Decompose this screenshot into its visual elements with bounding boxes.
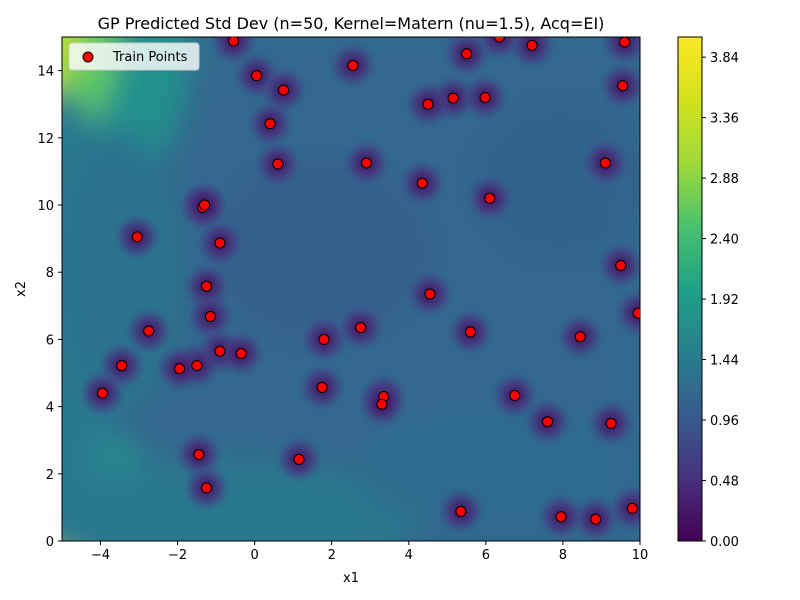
- train-point: [117, 361, 127, 371]
- colorbar-tick-label: 1.44: [710, 354, 739, 369]
- colorbar-tick-label: 0.96: [710, 414, 739, 429]
- y-axis-label: x2: [14, 281, 29, 297]
- x-axis-ticks: −4 −2 0 2 4 6 8 10: [91, 541, 648, 563]
- train-point: [215, 238, 225, 248]
- train-point: [202, 483, 212, 493]
- x-tick-label: 6: [482, 548, 490, 563]
- train-point: [228, 36, 238, 46]
- train-point: [425, 289, 435, 299]
- train-point: [485, 193, 495, 203]
- x-tick-label: 4: [405, 548, 413, 563]
- colorbar-tick-label: 2.40: [710, 233, 739, 248]
- x-tick-label: −4: [91, 548, 110, 563]
- train-point: [480, 92, 490, 102]
- legend: Train Points: [69, 43, 199, 70]
- y-tick-label: 10: [37, 199, 54, 214]
- train-point: [616, 260, 626, 270]
- train-point: [591, 514, 601, 524]
- train-point: [192, 361, 202, 371]
- y-tick-label: 0: [46, 535, 54, 550]
- train-point: [361, 158, 371, 168]
- train-point: [448, 93, 458, 103]
- colorbar-tick-label: 3.36: [710, 112, 739, 127]
- train-point: [144, 326, 154, 336]
- colorbar-ticks: 0.00 0.48 0.96 1.44 1.92 2.40 2.88 3.36 3.84: [702, 51, 739, 550]
- train-point: [627, 503, 637, 513]
- train-point: [97, 388, 107, 398]
- colorbar-tick-label: 0.48: [710, 475, 739, 490]
- colorbar: 0.00 0.48 0.96 1.44 1.92 2.40 2.88 3.36 3.84: [678, 37, 739, 550]
- train-point: [462, 49, 472, 59]
- train-point: [294, 454, 304, 464]
- colorbar-tick-label: 1.92: [710, 293, 739, 308]
- train-point: [456, 506, 466, 516]
- x-tick-label: −2: [168, 548, 187, 563]
- y-tick-label: 6: [46, 333, 54, 348]
- train-point: [205, 312, 215, 322]
- train-point: [279, 85, 289, 95]
- train-point: [423, 99, 433, 109]
- x-tick-label: 2: [328, 548, 336, 563]
- chart-title: GP Predicted Std Dev (n=50, Kernel=Mater…: [98, 14, 605, 33]
- train-point: [417, 178, 427, 188]
- train-point: [319, 334, 329, 344]
- colorbar-gradient: [678, 37, 702, 541]
- y-tick-label: 14: [37, 65, 54, 80]
- train-point: [377, 399, 387, 409]
- x-axis-label: x1: [343, 571, 359, 586]
- train-point: [200, 200, 210, 210]
- x-tick-label: 0: [251, 548, 259, 563]
- train-point: [633, 308, 643, 318]
- y-tick-label: 4: [46, 401, 54, 416]
- train-point: [356, 323, 366, 333]
- train-point: [348, 61, 358, 71]
- train-point: [132, 232, 142, 242]
- train-point: [618, 81, 628, 91]
- x-tick-label: 8: [559, 548, 567, 563]
- train-point: [194, 450, 204, 460]
- train-point: [527, 40, 537, 50]
- y-tick-label: 8: [46, 266, 54, 281]
- train-point: [265, 119, 275, 129]
- train-point: [556, 512, 566, 522]
- train-point: [202, 281, 212, 291]
- x-tick-label: 10: [632, 548, 649, 563]
- train-point: [273, 159, 283, 169]
- train-point: [543, 417, 553, 427]
- train-point: [575, 332, 585, 342]
- heatmap: [0, 0, 662, 600]
- train-point: [494, 32, 504, 42]
- train-point: [317, 382, 327, 392]
- colorbar-tick-label: 2.88: [710, 172, 739, 187]
- y-axis-ticks: 0 2 4 6 8 10 12 14: [37, 65, 62, 550]
- y-tick-label: 2: [46, 468, 54, 483]
- train-point: [215, 346, 225, 356]
- train-point: [252, 71, 262, 81]
- train-point: [600, 158, 610, 168]
- y-tick-label: 12: [37, 132, 54, 147]
- train-point: [606, 418, 616, 428]
- colorbar-tick-label: 3.84: [710, 51, 739, 66]
- train-point: [175, 364, 185, 374]
- colorbar-tick-label: 0.00: [710, 535, 739, 550]
- train-point: [465, 327, 475, 337]
- train-point: [510, 391, 520, 401]
- train-point: [236, 349, 246, 359]
- legend-label: Train Points: [112, 50, 188, 65]
- train-point: [620, 37, 630, 47]
- legend-marker: [83, 52, 93, 62]
